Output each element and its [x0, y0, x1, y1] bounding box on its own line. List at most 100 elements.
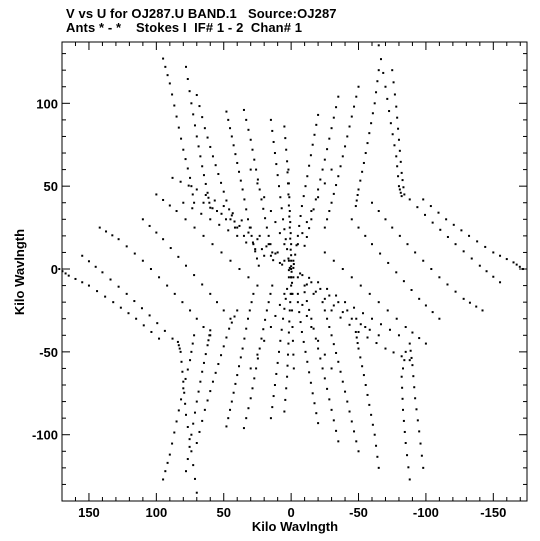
uv-point	[220, 354, 223, 357]
uv-point	[308, 227, 311, 230]
uv-point	[290, 270, 293, 273]
uv-point	[290, 243, 293, 246]
uv-point	[353, 430, 356, 433]
uv-point	[175, 115, 178, 118]
uv-point	[408, 342, 411, 345]
uv-point	[332, 419, 335, 422]
uv-point	[462, 297, 465, 300]
uv-point	[292, 263, 295, 266]
x-axis-ticks: 150 100 50 0 -50 -100 -150	[74, 42, 521, 520]
uv-point	[186, 458, 189, 461]
uv-point	[310, 281, 313, 284]
uv-point	[253, 158, 256, 161]
uv-point	[330, 127, 333, 130]
uv-point	[133, 300, 136, 303]
uv-point	[379, 252, 382, 255]
uv-point	[373, 433, 376, 436]
uv-point	[276, 174, 279, 177]
uv-point	[403, 359, 406, 362]
uv-point	[185, 65, 187, 68]
uv-point	[190, 185, 193, 188]
uv-point	[292, 353, 295, 356]
uv-point	[305, 235, 308, 238]
uv-point	[286, 287, 289, 290]
uv-point	[302, 195, 305, 198]
uv-point	[295, 244, 298, 247]
uv-point	[321, 301, 324, 304]
uv-point	[323, 309, 326, 312]
uv-point	[209, 206, 212, 209]
uv-point	[247, 128, 250, 131]
uv-point	[201, 283, 204, 286]
uv-point	[232, 391, 235, 394]
uv-point	[252, 243, 255, 246]
uv-point	[208, 201, 211, 204]
y-tick-label: -100	[32, 428, 58, 443]
uv-point	[364, 234, 367, 237]
uv-point	[308, 371, 311, 374]
uv-point	[335, 351, 338, 354]
uv-point	[326, 317, 329, 320]
uv-point	[230, 400, 233, 403]
uv-point	[314, 337, 317, 340]
uv-point	[346, 135, 349, 138]
uv-point	[379, 323, 382, 326]
uv-point	[104, 295, 107, 298]
uv-point	[359, 323, 362, 326]
uv-point	[468, 301, 471, 304]
uv-point	[362, 374, 365, 377]
uv-point	[61, 270, 64, 273]
uv-point	[296, 276, 299, 279]
uv-point	[400, 375, 403, 378]
uv-point	[309, 154, 312, 157]
x-tick-label: 0	[288, 505, 295, 520]
uv-point	[278, 261, 281, 264]
uv-point	[171, 93, 174, 96]
uv-point	[323, 377, 326, 380]
uv-point	[220, 181, 223, 184]
uv-point	[140, 307, 143, 310]
uv-point	[164, 65, 167, 68]
uv-point	[176, 340, 179, 343]
uv-point	[310, 326, 313, 329]
uv-point	[225, 425, 228, 428]
uv-point	[271, 251, 274, 254]
uv-point	[166, 74, 169, 77]
uv-point	[247, 231, 250, 234]
uv-point	[238, 224, 241, 227]
uv-point	[454, 290, 457, 293]
uv-point	[362, 161, 365, 164]
uv-point	[190, 350, 193, 353]
uv-point	[406, 243, 409, 246]
uv-point	[299, 272, 302, 275]
uv-point	[256, 238, 259, 241]
uv-point	[313, 402, 316, 405]
uv-point	[255, 367, 258, 370]
uv-point	[404, 350, 407, 353]
uv-point	[171, 442, 174, 445]
uv-point	[476, 240, 479, 243]
uv-point	[225, 199, 228, 202]
uv-point	[298, 311, 301, 314]
uv-point	[308, 276, 311, 279]
uv-point	[189, 359, 192, 362]
uv-point	[193, 274, 196, 277]
uv-point	[341, 268, 344, 271]
uv-point	[384, 347, 387, 350]
uv-point	[191, 207, 194, 210]
uv-point	[337, 175, 340, 178]
uv-point	[328, 326, 331, 329]
uv-point	[288, 215, 291, 218]
uv-point	[290, 284, 293, 287]
uv-point	[177, 409, 180, 412]
uv-point	[250, 301, 253, 304]
y-axis-ticks: 100 50 0 -50 -100	[32, 53, 527, 485]
uv-point	[222, 190, 225, 193]
uv-point	[337, 440, 340, 443]
uv-point	[141, 218, 144, 221]
uv-point	[275, 163, 278, 166]
uv-point	[239, 356, 242, 359]
uv-point	[355, 336, 358, 339]
uv-point	[289, 232, 292, 235]
y-axis-label: Kilo Wavlngth	[12, 229, 27, 315]
